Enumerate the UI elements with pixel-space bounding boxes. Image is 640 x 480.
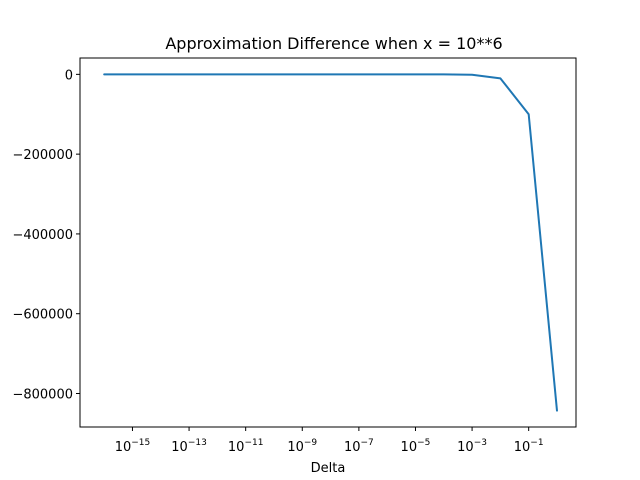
x-tick-label: 10−15 [115,438,151,455]
y-axis: 0 −200000 −400000 −600000 −800000 [12,68,80,402]
x-tick-label: 10−9 [287,438,317,455]
x-tick-label: 10−1 [514,438,544,455]
x-tick-label: 10−5 [401,438,431,455]
y-tick-label: −200000 [12,148,73,163]
y-tick-label: −800000 [12,387,73,402]
plot-frame [79,57,577,428]
x-axis: 10−15 10−13 10−11 10−9 10−7 10−5 10−3 10−1 [115,427,544,455]
x-tick-label: 10−7 [344,438,374,455]
chart-title: Approximation Difference when x = 10**6 [165,34,502,53]
series-group [103,73,558,412]
x-tick-label: 10−11 [228,438,264,455]
x-tick-label: 10−13 [171,438,207,455]
series-line [103,73,558,412]
plot-area [79,57,577,428]
x-axis-label: Delta [311,461,346,476]
y-tick-label: 0 [65,68,73,83]
x-tick-label: 10−3 [457,438,487,455]
y-tick-label: −400000 [12,228,73,243]
y-tick-label: −600000 [12,308,73,323]
